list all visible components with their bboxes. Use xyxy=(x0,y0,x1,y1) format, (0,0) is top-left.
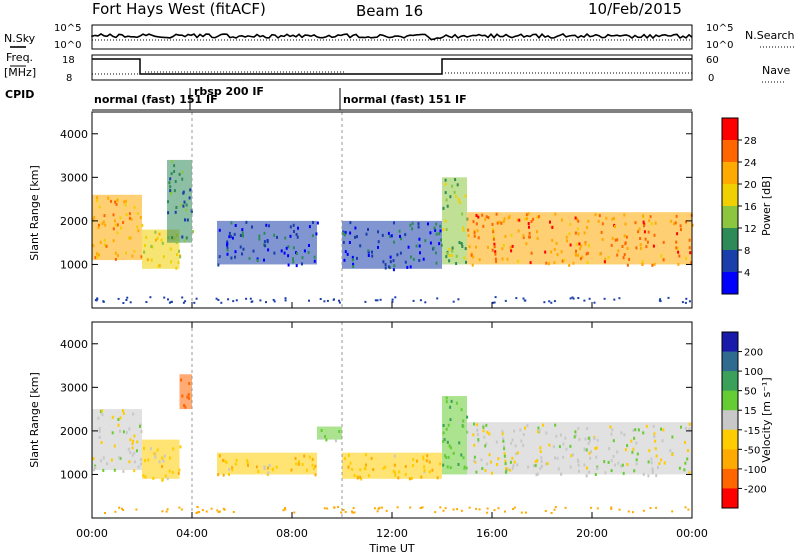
nsky-label: N.Sky xyxy=(4,32,36,45)
y-tick-label-2000: 2000 xyxy=(60,215,88,228)
colorbar-swatch-2 xyxy=(722,162,738,185)
colorbar-swatch-2 xyxy=(722,371,738,392)
y-tick-label-3000: 3000 xyxy=(60,381,88,394)
colorbar-tick-2: 20 xyxy=(744,180,757,191)
plot-title: Fort Hays West (fitACF) xyxy=(92,0,266,18)
colorbar-tick-2: 50 xyxy=(744,387,757,398)
frequency-trace xyxy=(92,58,692,75)
colorbar-swatch-5 xyxy=(722,429,738,450)
freq-units: [MHz] xyxy=(4,66,36,79)
colorbar-swatch-4 xyxy=(722,206,738,229)
x-tick-label-6: 00:00 xyxy=(676,527,708,540)
y-tick-label-4000: 4000 xyxy=(60,128,88,141)
x-tick-label-5: 20:00 xyxy=(576,527,608,540)
colorbar-tick-6: -100 xyxy=(744,465,767,476)
nave-tick-0: 0 xyxy=(708,73,714,84)
colorbar-tick-3: 16 xyxy=(744,202,757,213)
colorbar-swatch-7 xyxy=(722,468,738,489)
power-panel: 1000 2000 3000 4000 xyxy=(60,111,694,309)
colorbar-swatch-6 xyxy=(722,449,738,470)
colorbar-tick-1: 24 xyxy=(744,158,757,169)
power-colorbar: 28 24 20 16 12 8 4 xyxy=(721,117,757,295)
freq-tick-8: 8 xyxy=(66,73,72,84)
velocity-panel-ticks: 1000 2000 3000 4000 xyxy=(60,322,692,518)
velocity-data-regions xyxy=(92,374,692,514)
colorbar-swatch-4 xyxy=(722,410,738,431)
colorbar-tick-5: 8 xyxy=(744,246,750,257)
beam-label: Beam 16 xyxy=(356,2,423,20)
power-data-regions xyxy=(92,159,694,304)
time-axis: 00:00 04:00 08:00 12:00 16:00 20:00 00:00 xyxy=(76,302,708,540)
cpid-mode-3: normal (fast) 151 IF xyxy=(343,93,467,106)
nsearch-label: N.Search xyxy=(745,29,795,42)
noise-tick-top-left: 10^5 xyxy=(54,23,81,34)
colorbar-swatch-1 xyxy=(722,140,738,163)
colorbar-tick-3: 15 xyxy=(744,406,757,417)
colorbar-tick-0: 200 xyxy=(744,348,763,359)
colorbar-tick-1: 100 xyxy=(744,367,763,378)
velocity-ylabel: Slant Range [km] xyxy=(28,372,41,468)
data-region-5 xyxy=(342,452,442,479)
noise-tick-top-right: 10^5 xyxy=(706,23,733,34)
cpid-mode-2: rbsp 200 IF xyxy=(194,85,264,98)
y-tick-label-1000: 1000 xyxy=(60,468,88,481)
power-colorbar-label: Power [dB] xyxy=(760,176,773,236)
x-tick-label-2: 08:00 xyxy=(276,527,308,540)
colorbar-swatch-3 xyxy=(722,390,738,411)
time-axis-label: Time UT xyxy=(368,542,414,554)
noise-panel xyxy=(91,24,693,50)
y-tick-label-3000: 3000 xyxy=(60,171,88,184)
colorbar-swatch-1 xyxy=(722,351,738,372)
colorbar-swatch-0 xyxy=(722,332,738,353)
x-tick-label-1: 04:00 xyxy=(176,527,208,540)
x-tick-label-4: 16:00 xyxy=(476,527,508,540)
colorbar-swatch-3 xyxy=(722,184,738,207)
data-region-6 xyxy=(467,212,692,265)
cpid-mode-1: normal (fast) 151 IF xyxy=(94,93,218,106)
freq-tick-18: 18 xyxy=(62,55,75,66)
y-tick-label-4000: 4000 xyxy=(60,338,88,351)
freq-label: Freq. xyxy=(6,51,33,64)
date-label: 10/Feb/2015 xyxy=(588,0,682,18)
colorbar-swatch-6 xyxy=(722,250,738,273)
y-tick-label-1000: 1000 xyxy=(60,258,88,271)
colorbar-swatch-7 xyxy=(722,272,738,295)
power-panel-ticks: 1000 2000 3000 4000 xyxy=(60,112,692,308)
x-tick-label-0: 00:00 xyxy=(76,527,108,540)
nave-label: Nave xyxy=(762,64,790,77)
freq-panel xyxy=(91,54,693,81)
colorbar-tick-6: 4 xyxy=(744,268,750,279)
data-region-4 xyxy=(342,220,442,269)
power-ylabel: Slant Range [km] xyxy=(28,165,41,261)
cpid-label: CPID xyxy=(5,88,34,101)
colorbar-tick-4: 12 xyxy=(744,224,757,235)
velocity-panel: 1000 2000 3000 4000 xyxy=(60,321,693,519)
colorbar-tick-5: -50 xyxy=(744,445,760,456)
data-region-6 xyxy=(442,396,467,475)
colorbar-tick-4: -15 xyxy=(744,426,760,437)
noise-tick-bottom-right: 10^0 xyxy=(706,40,733,51)
data-region-4 xyxy=(317,426,342,440)
y-tick-label-2000: 2000 xyxy=(60,425,88,438)
x-tick-label-3: 12:00 xyxy=(376,527,408,540)
velocity-colorbar-label: Velocity [m s⁻¹] xyxy=(760,377,773,462)
noise-tick-bottom-left: 10^0 xyxy=(54,40,81,51)
colorbar-swatch-5 xyxy=(722,228,738,251)
nsky-trace xyxy=(91,33,693,41)
velocity-colorbar: 200 100 50 15 -15 -50 -100 -200 xyxy=(721,331,767,509)
colorbar-tick-0: 28 xyxy=(744,136,757,147)
nave-tick-60: 60 xyxy=(706,55,719,66)
colorbar-tick-7: -200 xyxy=(744,484,767,495)
colorbar-swatch-0 xyxy=(722,118,738,141)
colorbar-swatch-8 xyxy=(722,488,738,509)
